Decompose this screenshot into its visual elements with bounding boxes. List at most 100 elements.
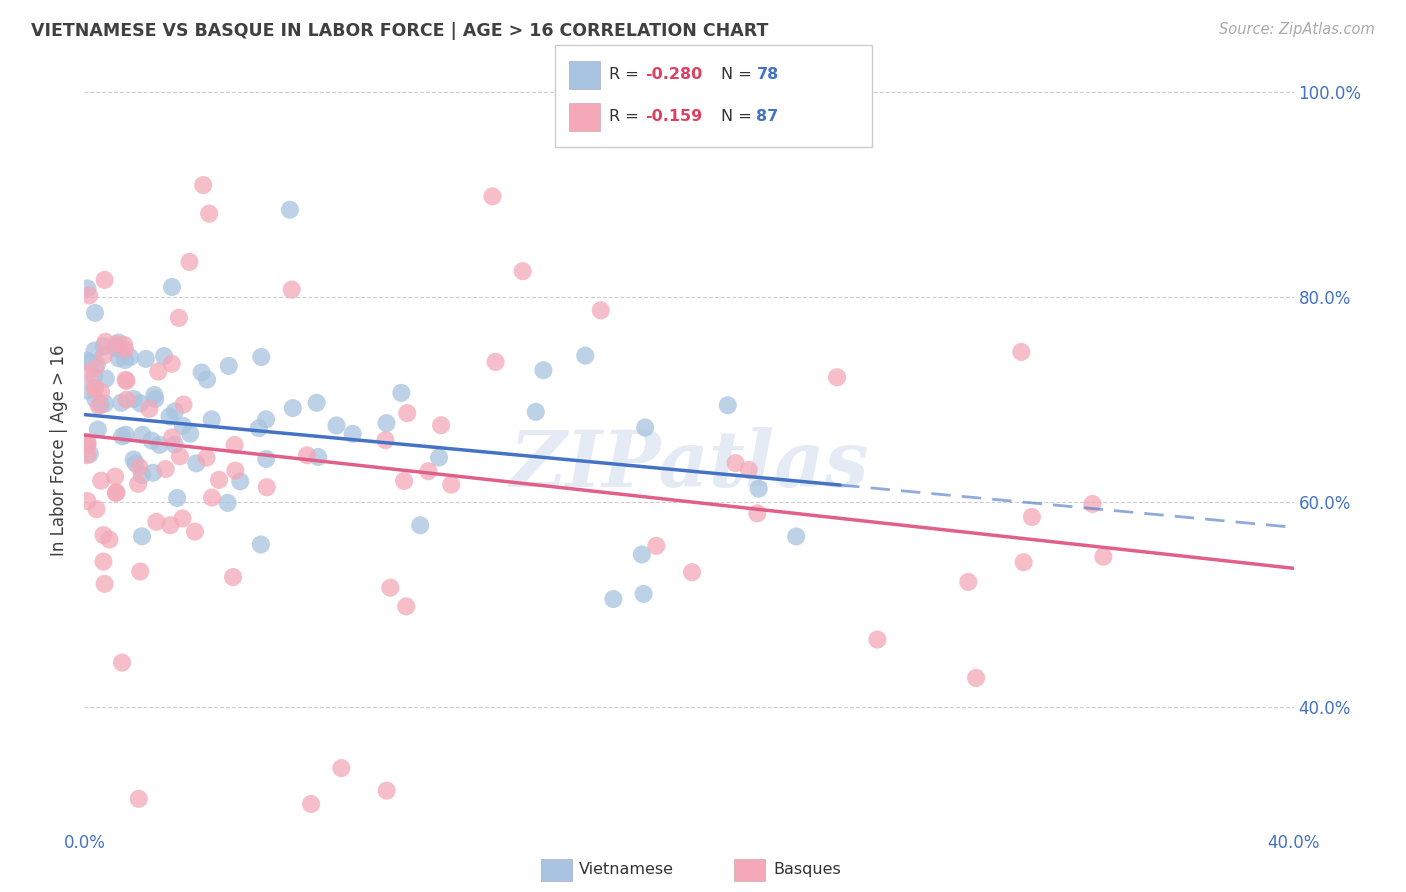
Text: -0.280: -0.280 — [645, 68, 703, 82]
Point — [148, 365, 170, 379]
Point — [124, 457, 146, 471]
Point — [440, 477, 463, 491]
Point — [104, 469, 127, 483]
Point — [250, 537, 273, 551]
Point — [93, 348, 115, 362]
Point — [299, 797, 322, 811]
Point — [198, 207, 221, 221]
Point — [163, 404, 186, 418]
Point — [748, 482, 770, 496]
Point — [160, 430, 183, 444]
Point — [159, 518, 181, 533]
Point — [392, 474, 415, 488]
Point — [104, 486, 127, 500]
Point — [184, 524, 207, 539]
Point — [630, 548, 652, 562]
Point — [84, 306, 107, 320]
Point — [785, 529, 807, 543]
Point — [256, 480, 278, 494]
Point — [160, 357, 183, 371]
Point — [143, 388, 166, 402]
Point — [94, 334, 117, 349]
Point — [1012, 555, 1035, 569]
Point — [375, 783, 398, 797]
Point — [114, 373, 136, 387]
Point — [93, 528, 115, 542]
Point — [87, 399, 110, 413]
Point — [342, 426, 364, 441]
Point — [224, 438, 246, 452]
Point — [307, 450, 329, 464]
Point — [94, 371, 117, 385]
Point — [129, 565, 152, 579]
Point — [254, 412, 277, 426]
Point — [131, 529, 153, 543]
Point — [145, 515, 167, 529]
Text: VIETNAMESE VS BASQUE IN LABOR FORCE | AGE > 16 CORRELATION CHART: VIETNAMESE VS BASQUE IN LABOR FORCE | AG… — [31, 22, 768, 40]
Point — [76, 494, 98, 508]
Point — [1092, 549, 1115, 564]
Point — [115, 374, 138, 388]
Point — [250, 350, 273, 364]
Point — [86, 358, 108, 372]
Point — [330, 761, 353, 775]
Point — [76, 384, 98, 398]
Point — [86, 502, 108, 516]
Text: N =: N = — [721, 110, 758, 124]
Point — [193, 178, 215, 192]
Text: R =: R = — [609, 110, 648, 124]
Point — [375, 416, 398, 430]
Point — [131, 468, 153, 483]
Point — [173, 398, 195, 412]
Y-axis label: In Labor Force | Age > 16: In Labor Force | Age > 16 — [51, 344, 69, 557]
Point — [94, 396, 117, 410]
Point — [395, 599, 418, 614]
Point — [172, 511, 194, 525]
Point — [724, 456, 747, 470]
Point — [84, 361, 107, 376]
Point — [738, 463, 761, 477]
Point — [280, 283, 302, 297]
Point — [98, 533, 121, 547]
Point — [396, 406, 419, 420]
Point — [430, 418, 453, 433]
Point — [574, 349, 596, 363]
Point — [114, 427, 136, 442]
Point — [105, 485, 128, 500]
Point — [111, 656, 134, 670]
Point — [195, 450, 218, 465]
Point — [634, 420, 657, 434]
Point — [747, 507, 769, 521]
Point — [167, 310, 190, 325]
Point — [484, 355, 506, 369]
Point — [138, 401, 160, 416]
Point — [602, 592, 624, 607]
Point — [114, 343, 136, 357]
Point — [717, 398, 740, 412]
Point — [201, 491, 224, 505]
Point — [148, 438, 170, 452]
Point — [222, 570, 245, 584]
Point — [83, 343, 105, 358]
Point — [217, 496, 239, 510]
Text: Vietnamese: Vietnamese — [579, 863, 675, 877]
Point — [645, 539, 668, 553]
Point — [247, 421, 270, 435]
Point — [155, 462, 177, 476]
Text: N =: N = — [721, 68, 758, 82]
Point — [93, 273, 115, 287]
Point — [111, 429, 134, 443]
Point — [427, 450, 450, 465]
Point — [76, 367, 98, 381]
Point — [1021, 510, 1043, 524]
Point — [186, 457, 208, 471]
Point — [127, 476, 149, 491]
Point — [965, 671, 987, 685]
Point — [143, 392, 166, 406]
Point — [229, 475, 252, 489]
Point — [208, 473, 231, 487]
Point — [201, 412, 224, 426]
Point — [681, 565, 703, 579]
Point — [115, 392, 138, 407]
Point — [163, 437, 186, 451]
